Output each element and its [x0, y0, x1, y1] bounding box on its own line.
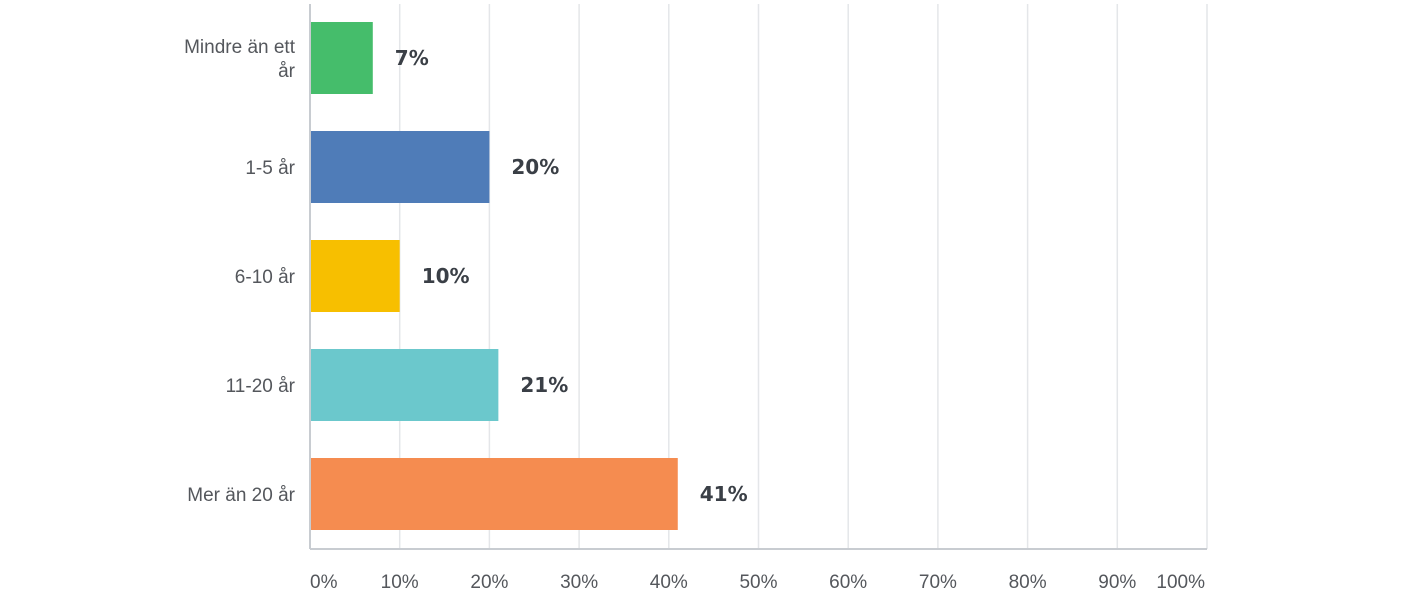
category-label: 6-10 år — [235, 267, 296, 288]
labels: 7% Mindre än ett år 20% 1-5 år 10% 6-10 år 21% 1… — [184, 37, 748, 506]
x-tick-label: 40% — [650, 572, 688, 593]
category-label: år — [278, 61, 296, 82]
x-tick-label: 80% — [1009, 572, 1047, 593]
data-label: 7% — [395, 46, 429, 70]
bar — [310, 458, 678, 530]
category-label: 11-20 år — [226, 376, 296, 397]
x-tick-label: 20% — [470, 572, 508, 593]
data-label: 41% — [700, 482, 748, 506]
x-tick-label: 10% — [381, 572, 419, 593]
data-label: 10% — [422, 264, 470, 288]
x-tick-label: 60% — [829, 572, 867, 593]
category-label: Mindre än ett — [184, 37, 296, 58]
category-label: 1-5 år — [245, 158, 295, 179]
x-tick-label: 90% — [1098, 572, 1136, 593]
x-tick-label: 50% — [739, 572, 777, 593]
bar — [310, 240, 400, 312]
x-tick-label: 30% — [560, 572, 598, 593]
category-label: Mer än 20 år — [187, 485, 295, 506]
x-tick-label: 70% — [919, 572, 957, 593]
bars — [310, 22, 678, 530]
data-label: 21% — [520, 373, 568, 397]
gridlines — [398, 4, 1208, 549]
bar — [310, 349, 499, 421]
data-label: 20% — [511, 155, 559, 179]
x-axis: 0% 10% 20% 30% 40% 50% 60% 70% 80% 90% 100% — [309, 4, 1207, 593]
bar — [310, 22, 373, 94]
bar — [310, 131, 490, 203]
x-tick-label: 0% — [310, 572, 338, 593]
x-tick-label: 100% — [1156, 572, 1205, 593]
